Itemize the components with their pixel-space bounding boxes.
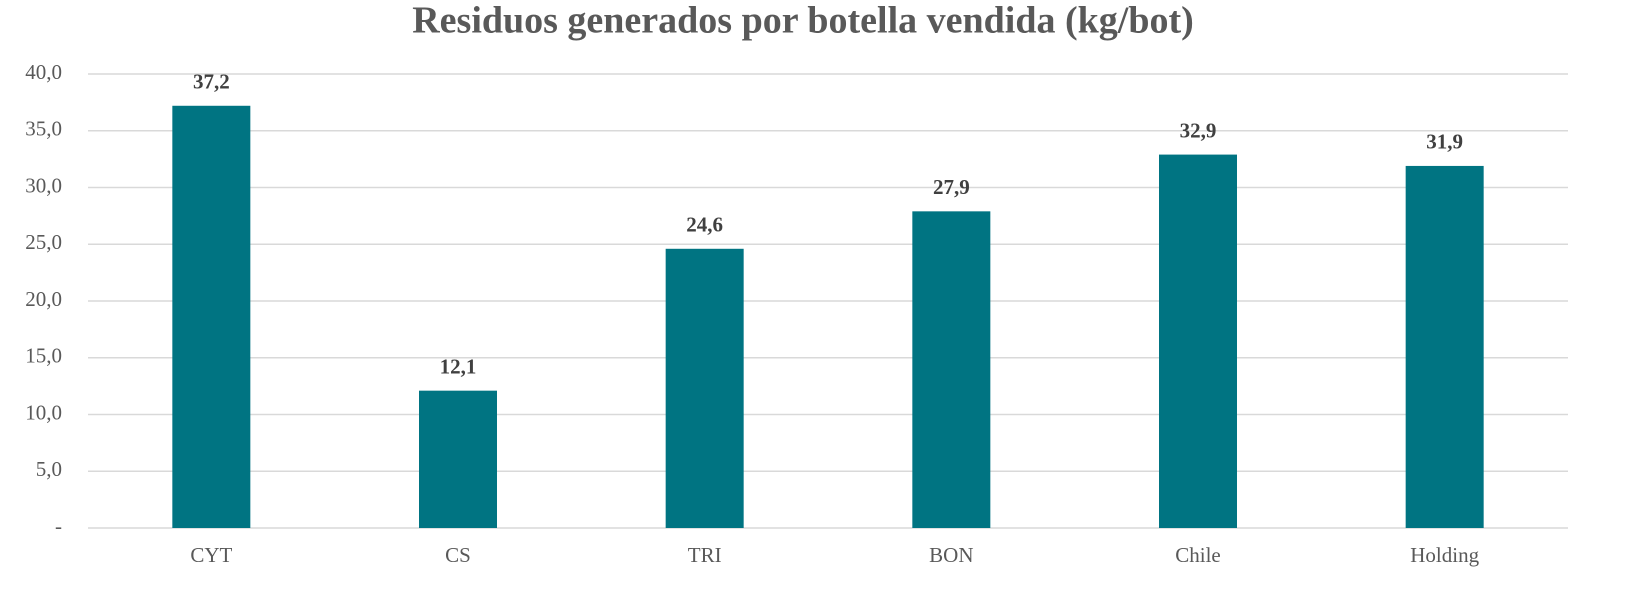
bar — [172, 105, 251, 528]
x-tick-label: CYT — [190, 543, 232, 567]
data-label: 37,2 — [193, 70, 230, 94]
bar — [912, 211, 991, 528]
y-tick-label: 15,0 — [25, 344, 62, 368]
bar — [1405, 165, 1484, 528]
bar — [665, 248, 744, 529]
y-tick-label: 35,0 — [25, 117, 62, 141]
data-label: 24,6 — [686, 213, 723, 237]
data-label: 31,9 — [1426, 130, 1463, 154]
x-tick-label: TRI — [688, 543, 722, 567]
data-label: 27,9 — [933, 175, 970, 199]
x-tick-label: Holding — [1410, 543, 1479, 567]
data-label: 32,9 — [1180, 118, 1217, 142]
y-tick-label: 40,0 — [25, 60, 62, 84]
bar — [1159, 154, 1237, 528]
x-tick-label: Chile — [1175, 543, 1221, 567]
y-tick-label: - — [55, 514, 62, 538]
bar — [419, 390, 497, 528]
chart-title: Residuos generados por botella vendida (… — [412, 0, 1194, 42]
y-tick-label: 25,0 — [25, 230, 62, 254]
y-tick-label: 5,0 — [36, 457, 62, 481]
data-label: 12,1 — [440, 354, 477, 378]
y-tick-label: 10,0 — [25, 400, 62, 424]
y-tick-label: 20,0 — [25, 287, 62, 311]
x-tick-label: BON — [929, 543, 973, 567]
y-tick-label: 30,0 — [25, 173, 62, 197]
x-tick-label: CS — [445, 543, 471, 567]
